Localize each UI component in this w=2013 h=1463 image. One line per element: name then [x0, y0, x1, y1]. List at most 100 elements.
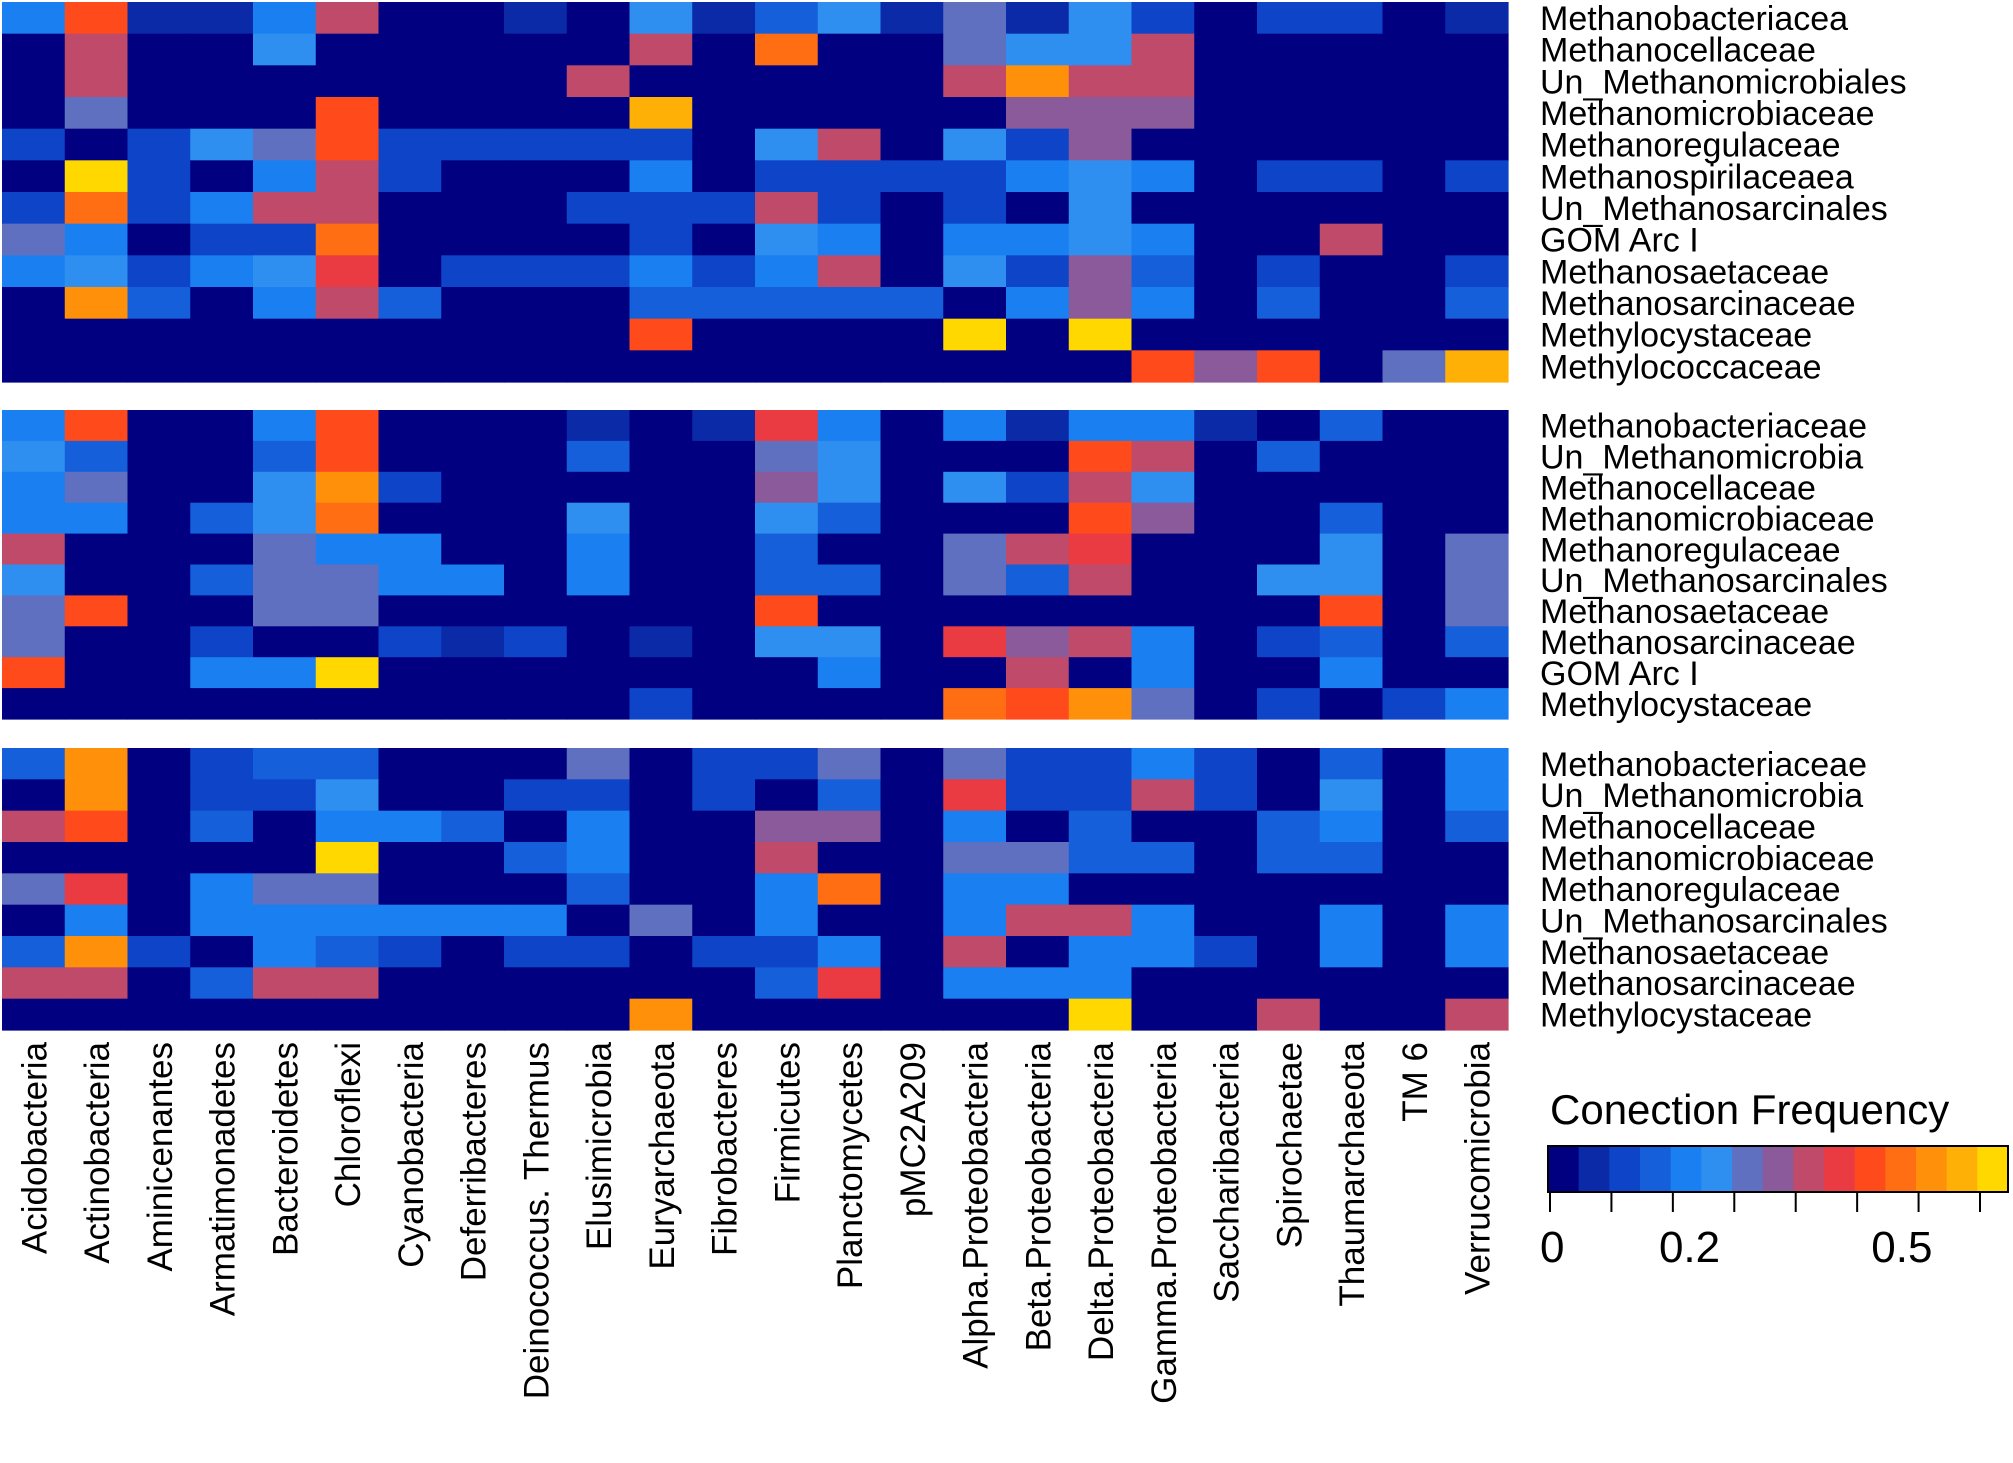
heatmap-cell: [315, 842, 380, 874]
heatmap-cell: [1131, 936, 1195, 968]
heatmap-cell: [378, 595, 442, 627]
heatmap-cell: [190, 533, 254, 566]
heatmap-cell: [1006, 779, 1070, 812]
heatmap-cell: [253, 873, 317, 906]
heatmap-cell: [1382, 502, 1446, 535]
heatmap-cell: [692, 128, 756, 161]
heatmap-cell: [755, 502, 819, 535]
heatmap-cell: [378, 128, 442, 161]
heatmap-cell: [1257, 2, 1321, 35]
heatmap-cell: [127, 223, 191, 256]
heatmap-cell: [1194, 97, 1258, 130]
heatmap-cell: [127, 192, 191, 225]
heatmap-cell: [378, 842, 442, 874]
heatmap-cell: [127, 657, 191, 689]
heatmap-cell: [943, 967, 1007, 1000]
heatmap-cell: [1194, 904, 1258, 937]
heatmap-cell: [1257, 748, 1321, 780]
heatmap-cell: [943, 97, 1007, 130]
heatmap-cell: [880, 810, 944, 843]
heatmap-cell: [64, 318, 129, 351]
heatmap-cell: [943, 564, 1007, 596]
heatmap-cell: [817, 873, 882, 906]
heatmap-cell: [566, 33, 631, 66]
heatmap-cell: [378, 748, 442, 780]
heatmap-cell: [127, 350, 191, 383]
heatmap-cell: [880, 440, 944, 473]
heatmap-cell: [1131, 471, 1195, 504]
heatmap-cell: [692, 936, 756, 968]
heatmap-cell: [315, 255, 380, 288]
heatmap-cell: [629, 255, 693, 288]
heatmap-cell: [190, 998, 254, 1031]
heatmap-cell: [2, 318, 66, 351]
heatmap-cell: [1382, 33, 1446, 66]
row-label: Methanosarcinaceae: [1540, 965, 1856, 1003]
heatmap-cell: [253, 595, 317, 627]
heatmap-cell: [1131, 65, 1195, 98]
heatmap-cell: [1445, 97, 1509, 130]
heatmap-cell: [2, 2, 66, 35]
heatmap-cell: [504, 533, 568, 566]
heatmap-cell: [253, 842, 317, 874]
heatmap-cell: [943, 626, 1007, 658]
heatmap-cell: [2, 936, 66, 968]
heatmap-cell: [817, 688, 882, 720]
heatmap-cell: [880, 97, 944, 130]
heatmap-cell: [629, 657, 693, 689]
heatmap-cell: [1194, 223, 1258, 256]
heatmap-cell: [1382, 350, 1446, 383]
heatmap-cell: [943, 440, 1007, 473]
heatmap-cell: [253, 471, 317, 504]
heatmap-cell: [1319, 998, 1384, 1031]
heatmap-cell: [1006, 936, 1070, 968]
heatmap-cell: [190, 688, 254, 720]
heatmap-cell: [1194, 2, 1258, 35]
heatmap-cell: [1194, 65, 1258, 98]
heatmap-cell: [127, 255, 191, 288]
heatmap-cell: [127, 595, 191, 627]
heatmap-cell: [1382, 65, 1446, 98]
heatmap-cell: [629, 810, 693, 843]
heatmap-cell: [64, 2, 129, 35]
heatmap-cell: [1319, 410, 1384, 442]
heatmap-cell: [190, 502, 254, 535]
heatmap-cell: [2, 97, 66, 130]
heatmap-cell: [1382, 904, 1446, 937]
heatmap-cell: [2, 657, 66, 689]
heatmap-cell: [629, 471, 693, 504]
heatmap-cell: [1445, 160, 1509, 193]
heatmap-cell: [817, 350, 882, 383]
heatmap-cell: [315, 998, 380, 1031]
heatmap-cell: [1445, 564, 1509, 596]
heatmap-cell: [1445, 967, 1509, 1000]
heatmap-cell: [1068, 33, 1133, 66]
heatmap-cell: [127, 688, 191, 720]
heatmap-cell: [1382, 255, 1446, 288]
heatmap-cell: [315, 287, 380, 320]
heatmap-cell: [755, 97, 819, 130]
row-label: Methanospirilaceaea: [1540, 158, 1854, 196]
heatmap-cell: [817, 748, 882, 780]
heatmap-cell: [566, 688, 631, 720]
heatmap-cell: [880, 65, 944, 98]
heatmap-cell: [817, 842, 882, 874]
heatmap-cell: [1068, 688, 1133, 720]
heatmap-cell: [190, 626, 254, 658]
heatmap-cell: [943, 779, 1007, 812]
heatmap-cell: [315, 936, 380, 968]
heatmap-cell: [566, 904, 631, 937]
heatmap-cell: [1382, 318, 1446, 351]
heatmap-cell: [755, 128, 819, 161]
heatmap-cell: [190, 810, 254, 843]
heatmap-cell: [441, 533, 505, 566]
heatmap-cell: [378, 936, 442, 968]
legend-swatch: [1854, 1146, 1886, 1192]
heatmap-cell: [127, 533, 191, 566]
heatmap-cell: [566, 873, 631, 906]
heatmap-cell: [127, 564, 191, 596]
heatmap-cell: [1006, 410, 1070, 442]
heatmap-cell: [378, 65, 442, 98]
heatmap-cell: [629, 936, 693, 968]
